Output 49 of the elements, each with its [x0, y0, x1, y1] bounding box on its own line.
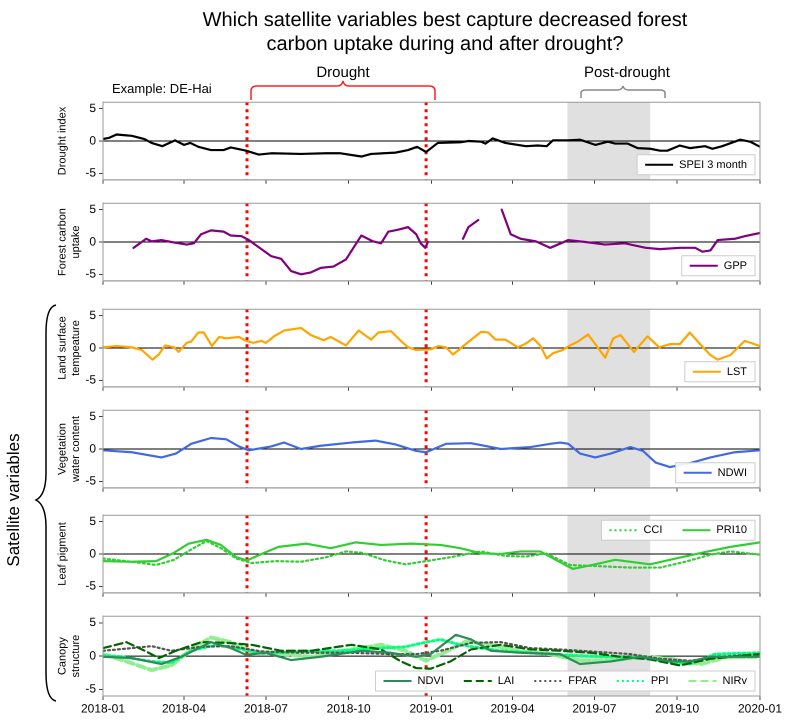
y-tick-label: 0: [89, 340, 96, 354]
y-tick-label: 0: [89, 133, 96, 148]
legend-label: LST: [726, 366, 748, 378]
y-tick-label: 0: [89, 546, 96, 560]
x-tick-label: 2018-07: [244, 702, 288, 716]
y-tick-label: -5: [85, 266, 96, 281]
y-tick-label: 5: [89, 514, 96, 528]
chart-title: Which satellite variables best capture decreased forest carbon uptake during and after drought?: [202, 8, 688, 56]
y-tick-label: -5: [85, 474, 96, 488]
y-tick-label: -5: [85, 372, 96, 387]
legend-label: PRI10: [716, 524, 748, 536]
x-tick-label: 2018-04: [162, 702, 206, 716]
legend-label: SPEI 3 month: [679, 158, 748, 171]
x-tick-label: 2019-10: [655, 702, 700, 716]
y-axis-title: Vegetation water content: [56, 416, 82, 484]
legend-label: CCI: [643, 524, 662, 536]
y-tick-label: -5: [85, 682, 96, 696]
x-tick-label: 2018-01: [80, 702, 126, 716]
x-tick-label: 2019-04: [490, 702, 535, 716]
y-axis-title: Drought index: [56, 106, 69, 176]
y-tick-label: 0: [89, 648, 96, 662]
legend-label: FPAR: [568, 675, 597, 688]
y-tick-label: 5: [89, 100, 96, 115]
text: Example: DE-Hai: [112, 81, 212, 96]
y-axis-title: Leaf pigment: [56, 522, 69, 586]
y-tick-label: -5: [85, 578, 96, 593]
legend-label: GPP: [724, 260, 748, 272]
legend-label: PPI: [650, 675, 669, 688]
x-tick-label: 2019-07: [572, 702, 617, 716]
y-tick-label: 0: [89, 234, 96, 248]
y-axis-title: Canopy structure: [56, 634, 82, 678]
text: Satellite variables: [4, 433, 24, 567]
y-tick-label: 5: [89, 308, 96, 322]
y-axis-title: Forest carbon uptake: [56, 208, 82, 276]
text: Post-drought: [584, 64, 670, 81]
y-axis-title: Land surface tempeature: [56, 316, 82, 380]
y-tick-label: 5: [89, 202, 96, 216]
legend-label: LAI: [498, 675, 514, 688]
y-tick-label: 5: [89, 615, 96, 630]
x-tick-label: 2018-10: [326, 702, 372, 716]
y-tick-label: 0: [89, 441, 96, 456]
y-tick-label: 5: [89, 408, 96, 423]
text: Drought: [316, 64, 370, 81]
legend-label: NDVI: [418, 675, 444, 688]
y-tick-label: -5: [85, 166, 96, 180]
legend-label: NDWI: [718, 466, 747, 479]
x-tick-label: 2020-01: [738, 702, 782, 716]
legend-label: NIRv: [722, 675, 748, 688]
x-tick-label: 2019-01: [409, 702, 454, 716]
